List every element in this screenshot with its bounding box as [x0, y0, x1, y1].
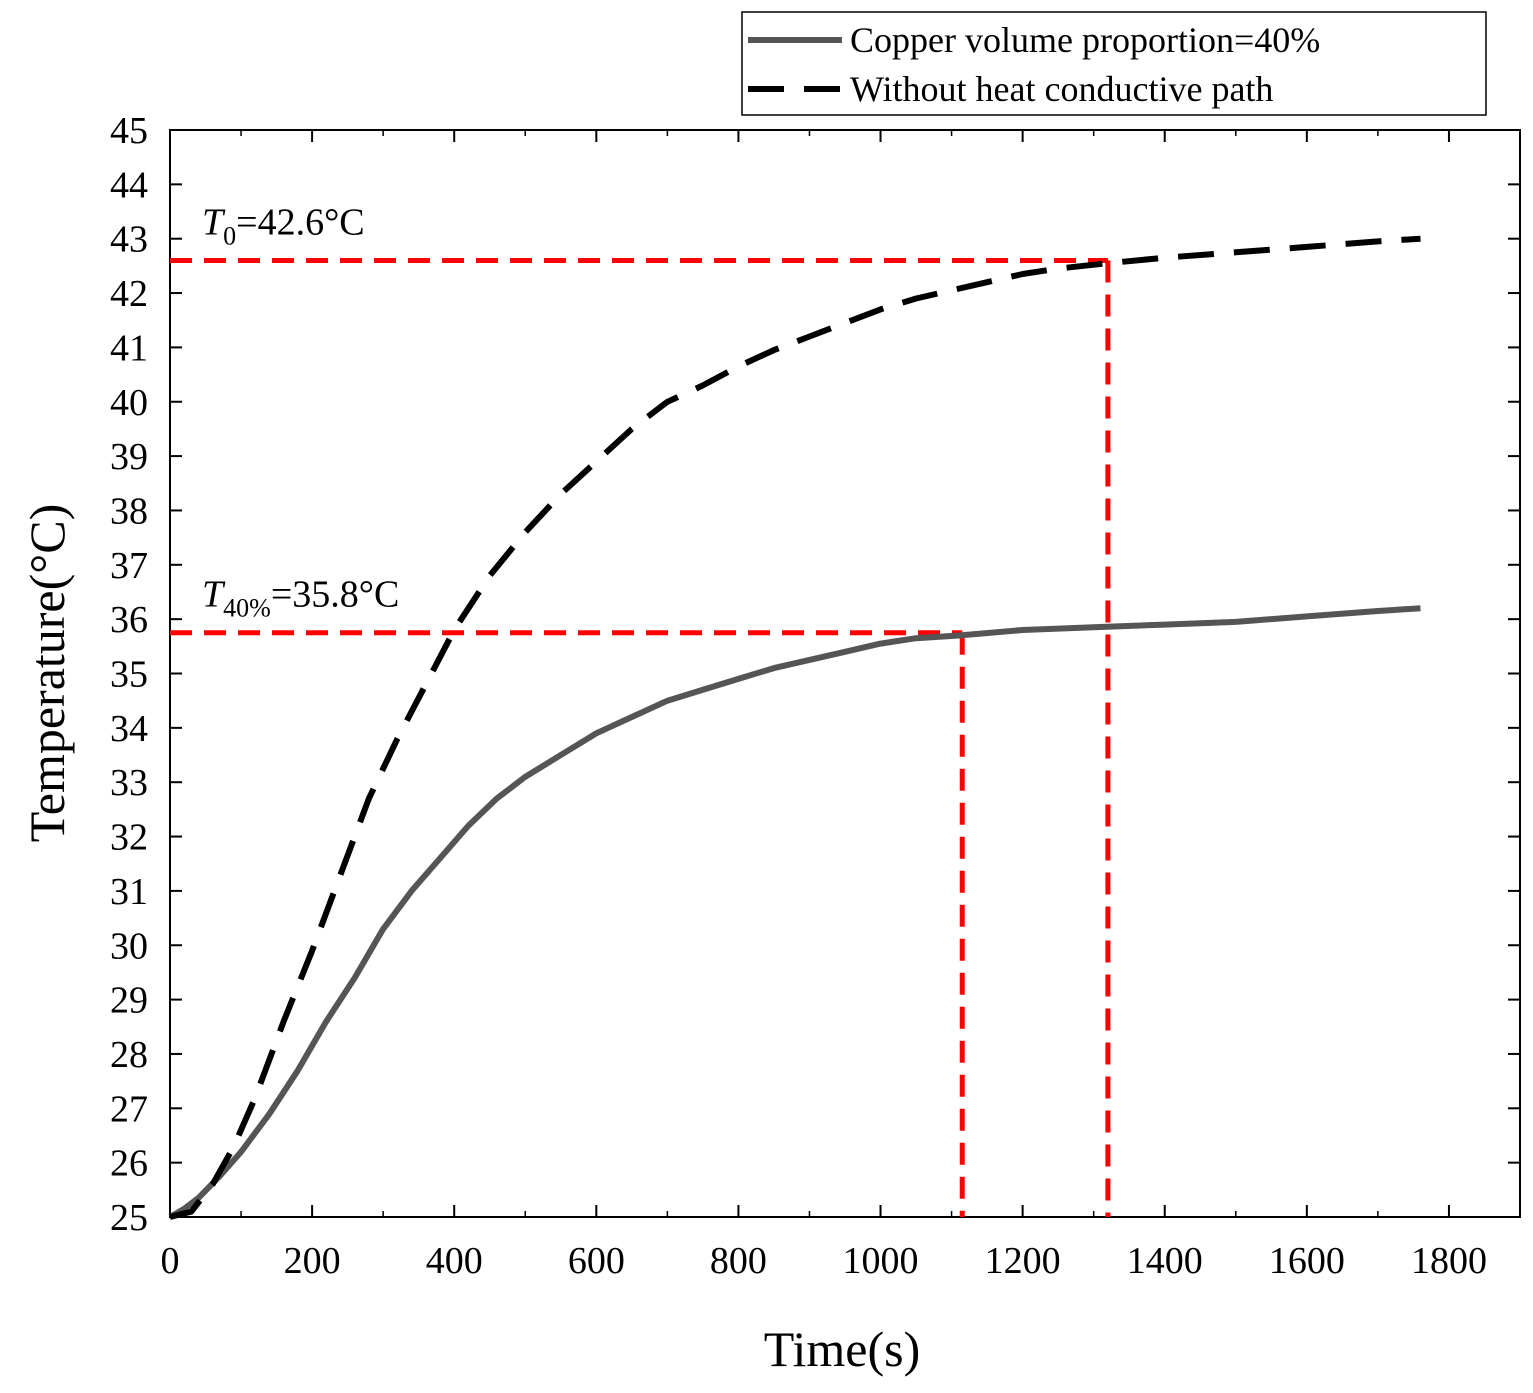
y-tick-label: 34: [110, 708, 148, 750]
x-tick-label: 1200: [985, 1240, 1061, 1282]
y-tick-label: 40: [110, 382, 148, 424]
reference-lines: [170, 257, 1111, 1217]
reference-label-var: T: [202, 574, 226, 616]
x-tick-label: 1000: [843, 1240, 919, 1282]
reference-label-1: T40%=35.8°C: [202, 574, 399, 623]
legend-label-no-path: Without heat conductive path: [850, 69, 1273, 109]
y-tick-label: 32: [110, 817, 148, 859]
legend: Copper volume proportion=40% Without hea…: [741, 11, 1487, 116]
legend-box: [741, 11, 1487, 116]
x-tick-label: 1400: [1127, 1240, 1203, 1282]
y-tick-label: 38: [110, 490, 148, 532]
series-group: [168, 235, 1421, 1220]
series-line-1: [169, 235, 1421, 1220]
axis-tick-labels: 0 200 400 600 800 1000 1200 1400 1600 18002526272…: [110, 110, 1487, 1282]
y-tick-label: 44: [110, 164, 148, 206]
y-tick-label: 36: [110, 599, 148, 641]
y-tick-label: 27: [110, 1088, 148, 1130]
x-tick-label: 0: [161, 1240, 180, 1282]
x-axis-title: Time(s): [764, 1321, 921, 1377]
y-tick-label: 41: [110, 327, 148, 369]
legend-label-copper: Copper volume proportion=40%: [850, 20, 1320, 60]
reference-label-sub: 0: [223, 221, 236, 250]
y-tick-label: 28: [110, 1034, 148, 1076]
reference-label-var: T: [202, 201, 226, 243]
x-tick-label: 400: [426, 1240, 483, 1282]
y-tick-label: 33: [110, 762, 148, 804]
y-tick-label: 45: [110, 110, 148, 152]
x-tick-label: 1800: [1411, 1240, 1487, 1282]
series-line-0: [168, 605, 1421, 1220]
plot-frame: [169, 129, 1521, 1218]
y-tick-label: 35: [110, 654, 148, 696]
reference-label-0: T0=42.6°C: [202, 201, 365, 250]
reference-label-sub: 40%: [223, 594, 271, 623]
x-tick-label: 800: [710, 1240, 767, 1282]
y-axis-title: Temperature(°C): [19, 504, 75, 843]
x-tick-label: 200: [284, 1240, 341, 1282]
y-tick-label: 26: [110, 1143, 148, 1185]
y-tick-label: 29: [110, 980, 148, 1022]
y-tick-label: 39: [110, 436, 148, 478]
y-tick-label: 37: [110, 545, 148, 587]
reference-label-value: =35.8°C: [271, 574, 399, 616]
y-tick-label: 30: [110, 925, 148, 967]
x-tick-label: 1600: [1269, 1240, 1345, 1282]
y-tick-label: 43: [110, 219, 148, 261]
y-tick-label: 25: [110, 1197, 148, 1239]
axis-ticks: [169, 129, 1520, 1218]
y-tick-label: 42: [110, 273, 148, 315]
x-tick-label: 600: [568, 1240, 625, 1282]
y-tick-label: 31: [110, 871, 148, 913]
reference-label-value: =42.6°C: [236, 201, 364, 243]
